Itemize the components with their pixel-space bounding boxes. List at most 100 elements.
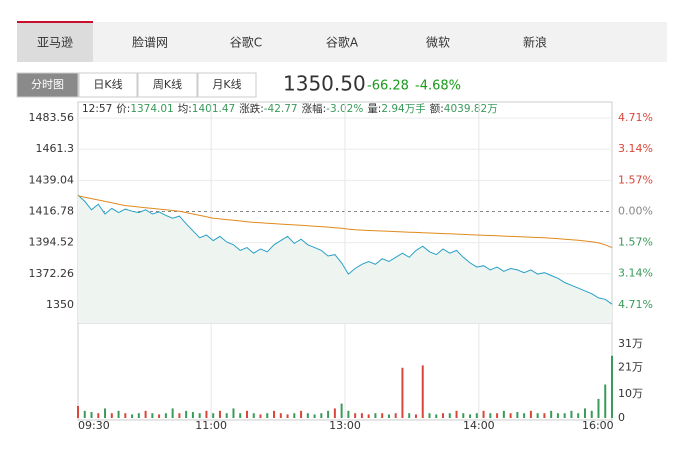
volume-bar	[225, 413, 228, 418]
volume-bar	[563, 413, 566, 418]
subtab-label[interactable]: 月K线	[212, 77, 241, 91]
volume-bar	[462, 413, 465, 418]
tab[interactable]: 微软	[426, 36, 450, 50]
info-time: 12:57	[82, 103, 112, 115]
volume-bar	[279, 413, 282, 418]
info-label: 涨幅:	[302, 102, 327, 115]
y-tick-label: 1439.04	[29, 173, 75, 186]
volume-bar	[185, 410, 188, 418]
subtab-label[interactable]: 分时图	[31, 78, 64, 91]
volume-bar	[550, 410, 553, 418]
tab[interactable]: 谷歌C	[230, 35, 262, 50]
volume-bar	[245, 410, 248, 418]
volume-bar	[577, 413, 580, 418]
y2-tick-label: 4.71%	[618, 111, 653, 124]
subtab[interactable]	[78, 72, 138, 98]
tab[interactable]: 脸谱网	[132, 36, 168, 50]
volume-bar	[151, 413, 154, 418]
volume-bar	[137, 413, 140, 418]
volume-bar	[97, 413, 100, 418]
volume-bar	[428, 413, 431, 418]
volume-bar	[367, 414, 370, 418]
volume-tick-label: 0	[618, 411, 625, 424]
subtab[interactable]	[197, 72, 257, 98]
volume-bar	[482, 410, 485, 418]
volume-bar	[77, 406, 79, 418]
volume-bar	[205, 410, 208, 418]
info-label: 价:	[116, 103, 130, 115]
volume-bar	[266, 413, 269, 418]
volume-bar	[191, 412, 194, 418]
volume-bar	[198, 413, 201, 418]
volume-bar	[570, 410, 573, 418]
info-value: 1374.01	[130, 103, 173, 115]
volume-bar	[387, 414, 390, 418]
volume-bar	[381, 413, 384, 418]
price-area	[78, 195, 612, 323]
y2-tick-label: 1.57%	[618, 173, 653, 186]
y2-tick-label: 1.57%	[618, 236, 653, 249]
volume-bar	[489, 413, 492, 418]
volume-bar	[300, 410, 303, 418]
volume-bar	[327, 410, 330, 418]
y2-tick-label: 4.71%	[618, 298, 653, 311]
volume-bar	[347, 410, 350, 418]
volume-tick-label: 31万	[618, 337, 643, 350]
volume-bar	[144, 410, 147, 418]
volume-bar	[320, 413, 323, 418]
volume-bar	[408, 413, 411, 418]
volume-bar	[104, 408, 107, 418]
average-line	[77, 195, 613, 249]
volume-tick-label: 10万	[618, 387, 643, 400]
volume-bar	[496, 413, 499, 418]
info-value: 1401.47	[192, 103, 235, 115]
volume-bar	[164, 413, 167, 418]
y-tick-label: 1461.3	[36, 142, 75, 155]
volume-bar	[232, 408, 235, 418]
y2-tick-label: 0.00%	[618, 204, 653, 217]
info-label: 涨跌:	[239, 102, 264, 115]
tab[interactable]: 新浪	[523, 35, 547, 50]
y-tick-label: 1350	[46, 298, 74, 311]
volume-bar	[475, 413, 478, 418]
volume-bar	[583, 408, 586, 418]
volume-bar	[306, 413, 309, 418]
volume-bar	[110, 413, 113, 418]
volume-bar	[394, 413, 397, 418]
info-value: 4039.82万	[444, 103, 498, 115]
tab-selected[interactable]	[17, 22, 93, 62]
y-tick-label: 1416.78	[29, 204, 75, 217]
volume-bar	[354, 413, 357, 418]
x-tick-label: 13:00	[329, 419, 361, 432]
tab[interactable]: 谷歌A	[326, 35, 359, 50]
volume-bar	[212, 413, 215, 418]
quote-price: 1350.50	[283, 72, 366, 96]
volume-bar	[360, 413, 363, 418]
subtab[interactable]	[16, 72, 79, 98]
subtab-label[interactable]: 周K线	[153, 77, 182, 91]
tab[interactable]: 亚马逊	[37, 36, 73, 50]
x-tick-label: 14:00	[463, 419, 495, 432]
quote-change: -66.28	[367, 79, 409, 94]
volume-bar	[252, 413, 255, 418]
volume-bar	[259, 414, 262, 418]
volume-bar	[178, 413, 181, 418]
volume-bar	[239, 413, 242, 418]
volume-bar	[286, 414, 289, 418]
volume-bar	[509, 413, 512, 418]
volume-bar	[529, 410, 532, 418]
volume-bar	[536, 413, 539, 418]
volume-bar	[171, 408, 174, 418]
subtab-label[interactable]: 日K线	[93, 77, 122, 91]
volume-bar	[469, 414, 472, 418]
volume-bar	[293, 413, 296, 418]
volume-bar	[83, 410, 86, 418]
volume-bar	[421, 365, 424, 418]
subtab[interactable]	[137, 72, 198, 98]
price-line	[77, 194, 613, 305]
volume-bar	[374, 413, 377, 418]
info-label: 均:	[178, 103, 192, 115]
volume-bar	[435, 414, 438, 418]
volume-bar	[523, 413, 526, 418]
volume-bar	[333, 408, 336, 418]
